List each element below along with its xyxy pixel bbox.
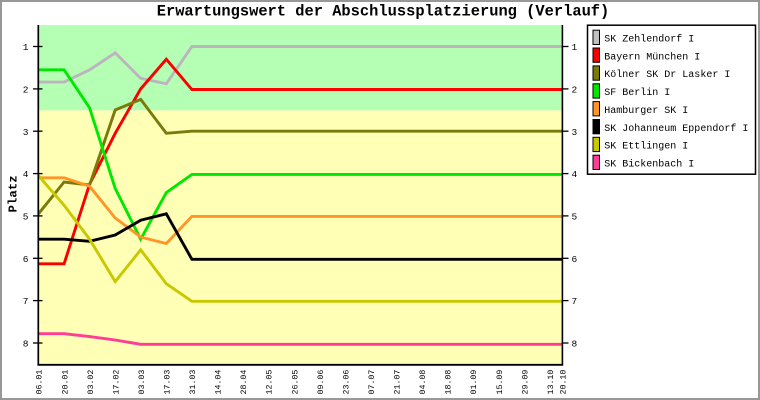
svg-text:15.09: 15.09 xyxy=(496,370,505,395)
svg-text:07.07: 07.07 xyxy=(368,370,377,395)
svg-text:20.01: 20.01 xyxy=(61,370,70,395)
svg-text:7: 7 xyxy=(572,296,578,307)
svg-text:SK Bickenbach I: SK Bickenbach I xyxy=(604,159,694,171)
svg-text:6: 6 xyxy=(23,254,29,265)
svg-text:SF Berlin I: SF Berlin I xyxy=(604,87,670,99)
svg-text:1: 1 xyxy=(572,42,578,53)
svg-text:7: 7 xyxy=(23,296,29,307)
svg-text:Hamburger SK I: Hamburger SK I xyxy=(604,105,688,117)
svg-text:28.04: 28.04 xyxy=(240,370,249,395)
svg-text:6: 6 xyxy=(572,254,578,265)
svg-text:1: 1 xyxy=(23,42,29,53)
svg-text:4: 4 xyxy=(23,169,29,180)
svg-text:20.10: 20.10 xyxy=(560,370,569,395)
svg-text:03.02: 03.02 xyxy=(87,370,96,395)
svg-text:01.09: 01.09 xyxy=(470,370,479,395)
svg-text:8: 8 xyxy=(572,339,578,350)
svg-text:13.10: 13.10 xyxy=(547,370,556,395)
svg-text:23.06: 23.06 xyxy=(342,370,351,395)
svg-text:SK Ettlingen I: SK Ettlingen I xyxy=(604,141,688,153)
svg-text:12.05: 12.05 xyxy=(266,370,275,395)
svg-text:03.03: 03.03 xyxy=(138,370,147,395)
svg-text:3: 3 xyxy=(572,127,578,138)
svg-text:14.04: 14.04 xyxy=(215,370,224,395)
svg-text:31.03: 31.03 xyxy=(189,370,198,395)
svg-text:Bayern München I: Bayern München I xyxy=(604,51,700,63)
svg-text:Kölner SK Dr Lasker I: Kölner SK Dr Lasker I xyxy=(604,69,730,81)
svg-text:SK Zehlendorf I: SK Zehlendorf I xyxy=(604,34,694,46)
svg-text:4: 4 xyxy=(572,169,578,180)
svg-text:17.02: 17.02 xyxy=(112,370,121,395)
svg-text:26.05: 26.05 xyxy=(291,370,300,395)
svg-text:Platz: Platz xyxy=(7,175,21,212)
svg-text:2: 2 xyxy=(572,85,578,96)
svg-text:3: 3 xyxy=(23,127,29,138)
svg-text:29.09: 29.09 xyxy=(521,370,530,395)
svg-text:8: 8 xyxy=(23,339,29,350)
svg-text:2: 2 xyxy=(23,85,29,96)
svg-text:5: 5 xyxy=(23,212,29,223)
svg-text:06.01: 06.01 xyxy=(36,370,45,395)
svg-text:18.08: 18.08 xyxy=(445,370,454,395)
svg-text:21.07: 21.07 xyxy=(394,370,403,395)
svg-text:Erwartungswert der Abschlusspl: Erwartungswert der Abschlussplatzierung … xyxy=(157,3,610,21)
svg-text:09.06: 09.06 xyxy=(317,370,326,395)
svg-text:5: 5 xyxy=(572,212,578,223)
svg-text:17.03: 17.03 xyxy=(164,370,173,395)
svg-text:04.08: 04.08 xyxy=(419,370,428,395)
svg-text:SK Johanneum Eppendorf I: SK Johanneum Eppendorf I xyxy=(604,123,748,135)
